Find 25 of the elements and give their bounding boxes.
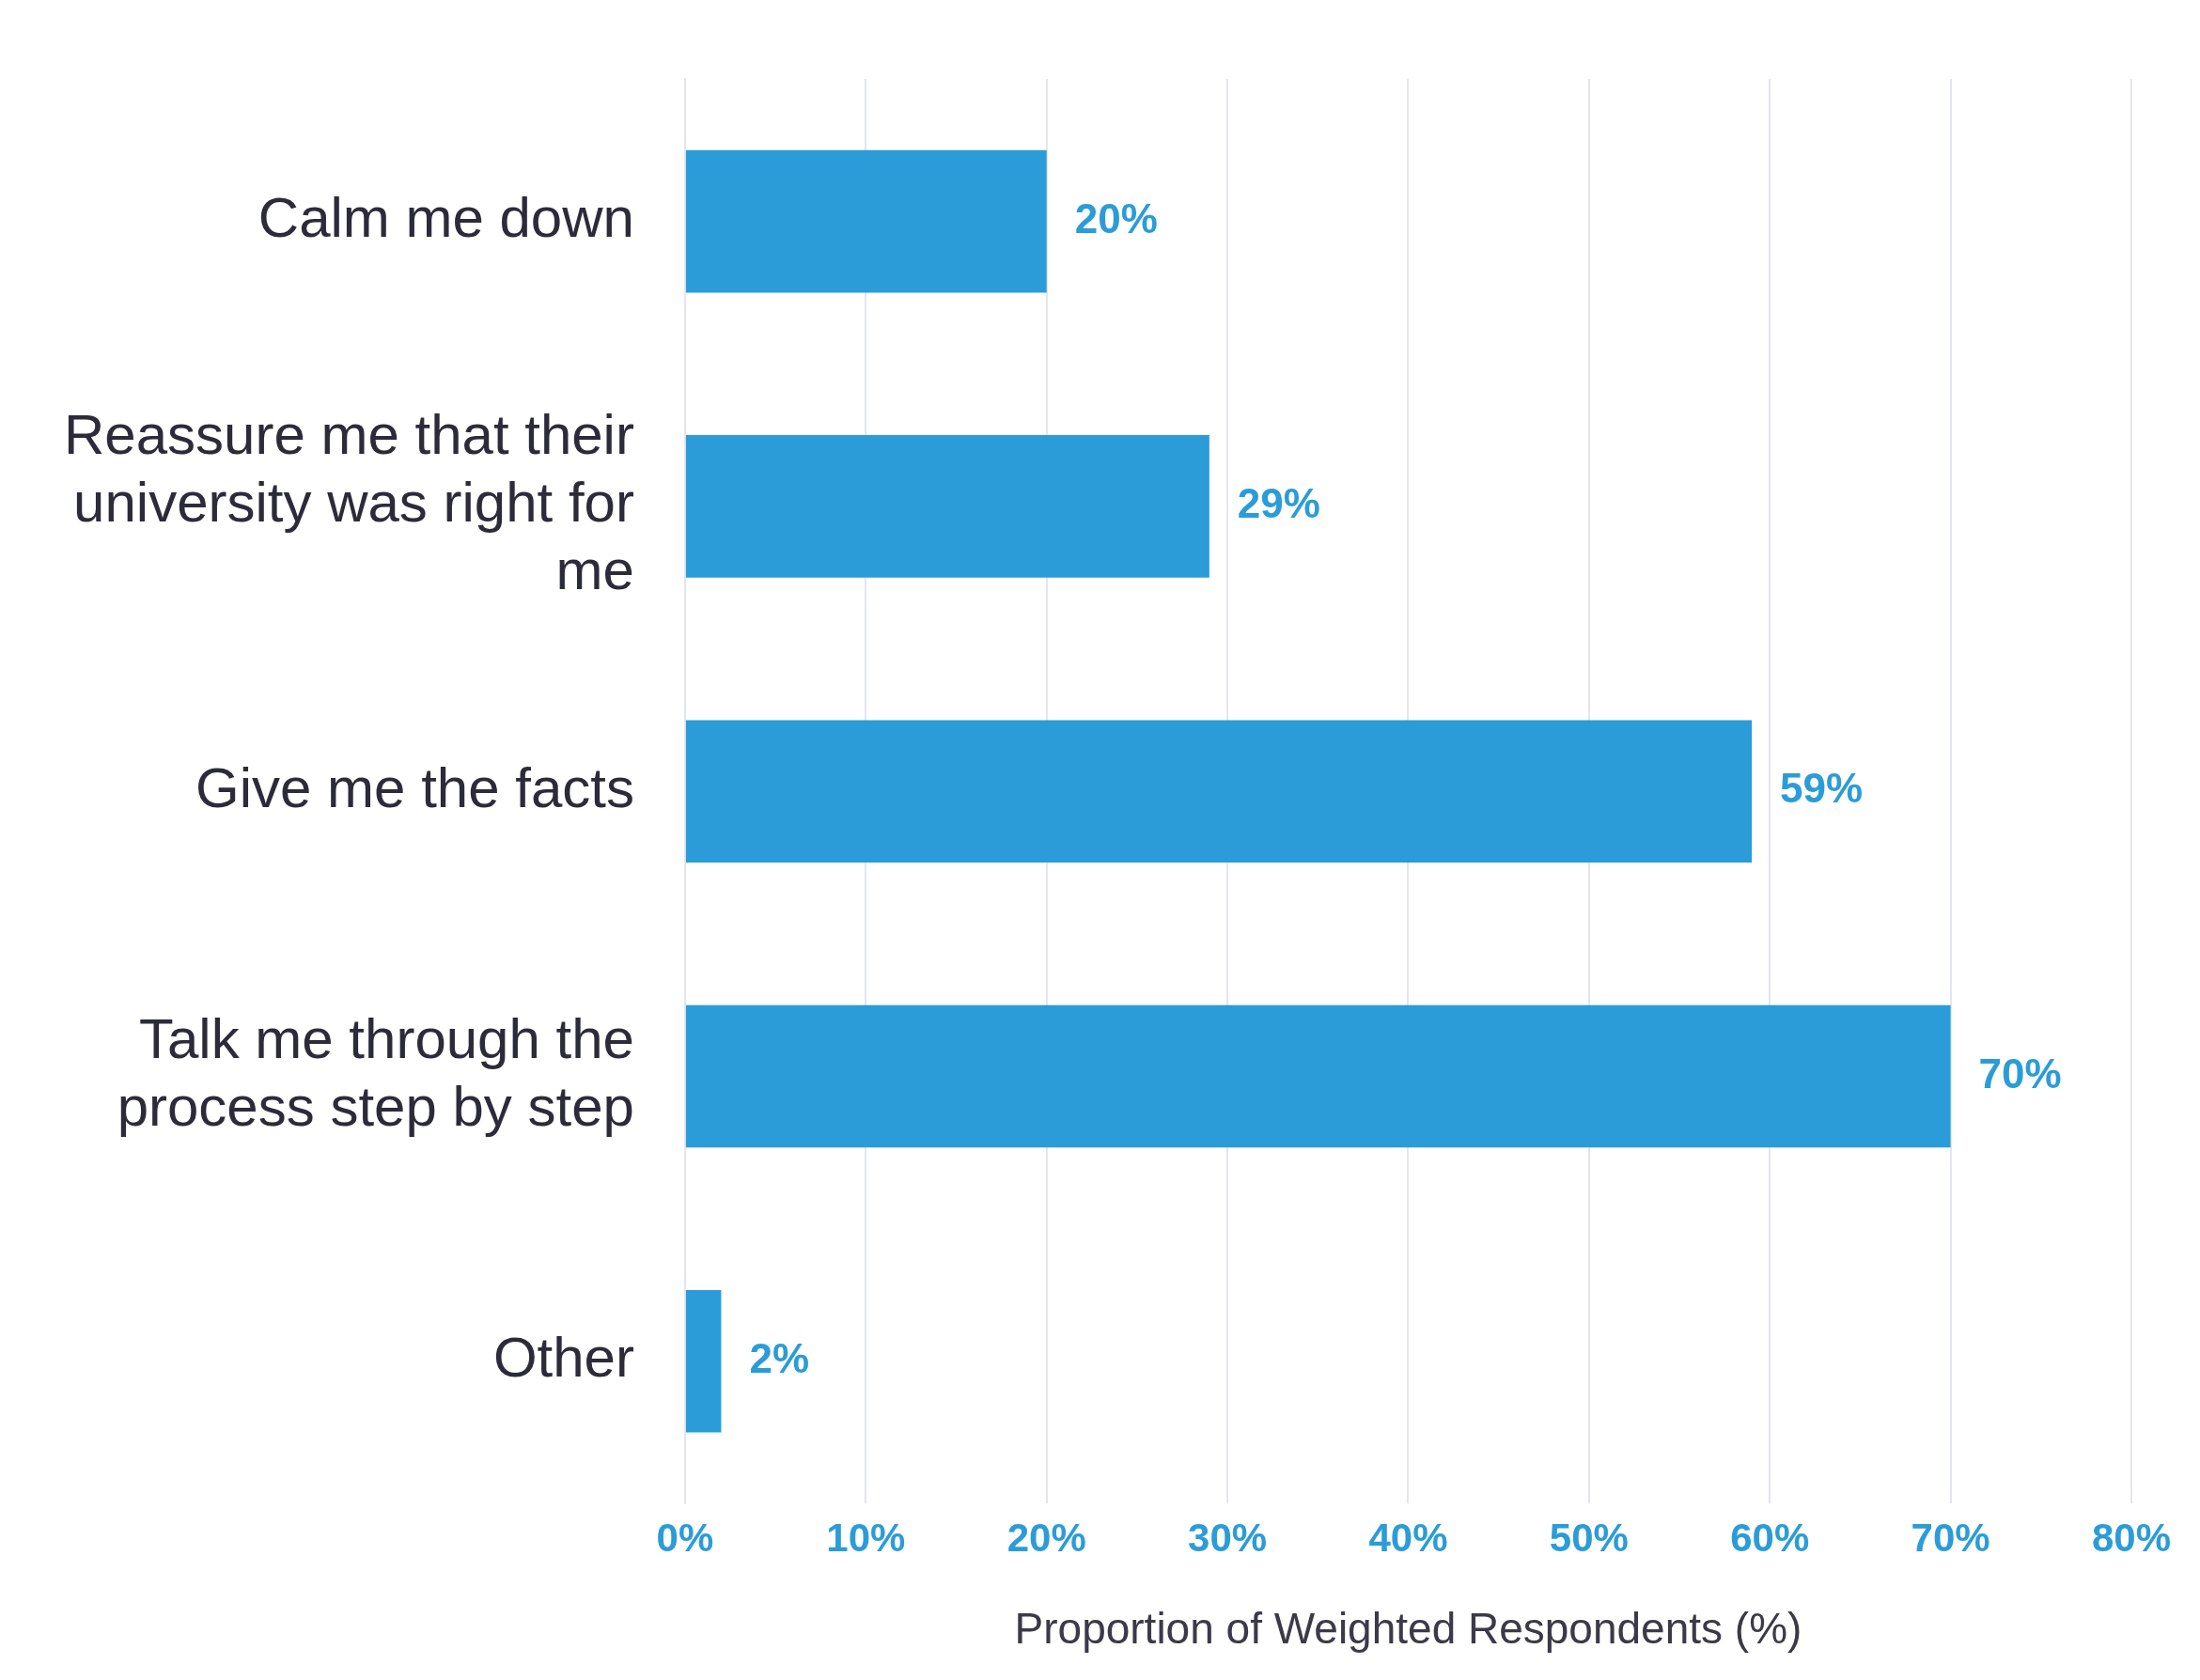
y-tick-label: Calm me down xyxy=(257,186,634,250)
data-label: 59% xyxy=(1780,765,1864,812)
bar xyxy=(685,435,1209,578)
y-tick-label: Reassure me that their university was right for me xyxy=(63,403,634,602)
bar xyxy=(685,720,1752,863)
x-tick-label: 40% xyxy=(1368,1516,1448,1561)
x-tick-label: 0% xyxy=(656,1516,714,1561)
x-tick-label: 30% xyxy=(1188,1516,1268,1561)
data-label: 2% xyxy=(749,1334,810,1381)
x-tick-label: 60% xyxy=(1730,1516,1810,1561)
bar xyxy=(685,1289,722,1433)
data-label: 20% xyxy=(1074,194,1158,241)
data-label: 70% xyxy=(1978,1050,2062,1097)
bar xyxy=(685,149,1047,293)
y-tick-label: Give me the facts xyxy=(195,755,634,819)
data-label: 29% xyxy=(1237,480,1320,527)
x-tick-label: 10% xyxy=(826,1516,906,1561)
y-tick-label: Other xyxy=(492,1326,634,1390)
x-tick-label: 70% xyxy=(1911,1516,1990,1561)
x-tick-label: 80% xyxy=(2091,1516,2172,1561)
y-tick-label: Talk me through the process step by step xyxy=(117,1007,634,1139)
x-axis-title: Proportion of Weighted Respondents (%) xyxy=(1014,1604,1802,1654)
x-tick-label: 20% xyxy=(1006,1516,1086,1561)
bar xyxy=(685,1004,1951,1148)
x-tick-label: 50% xyxy=(1549,1516,1629,1561)
